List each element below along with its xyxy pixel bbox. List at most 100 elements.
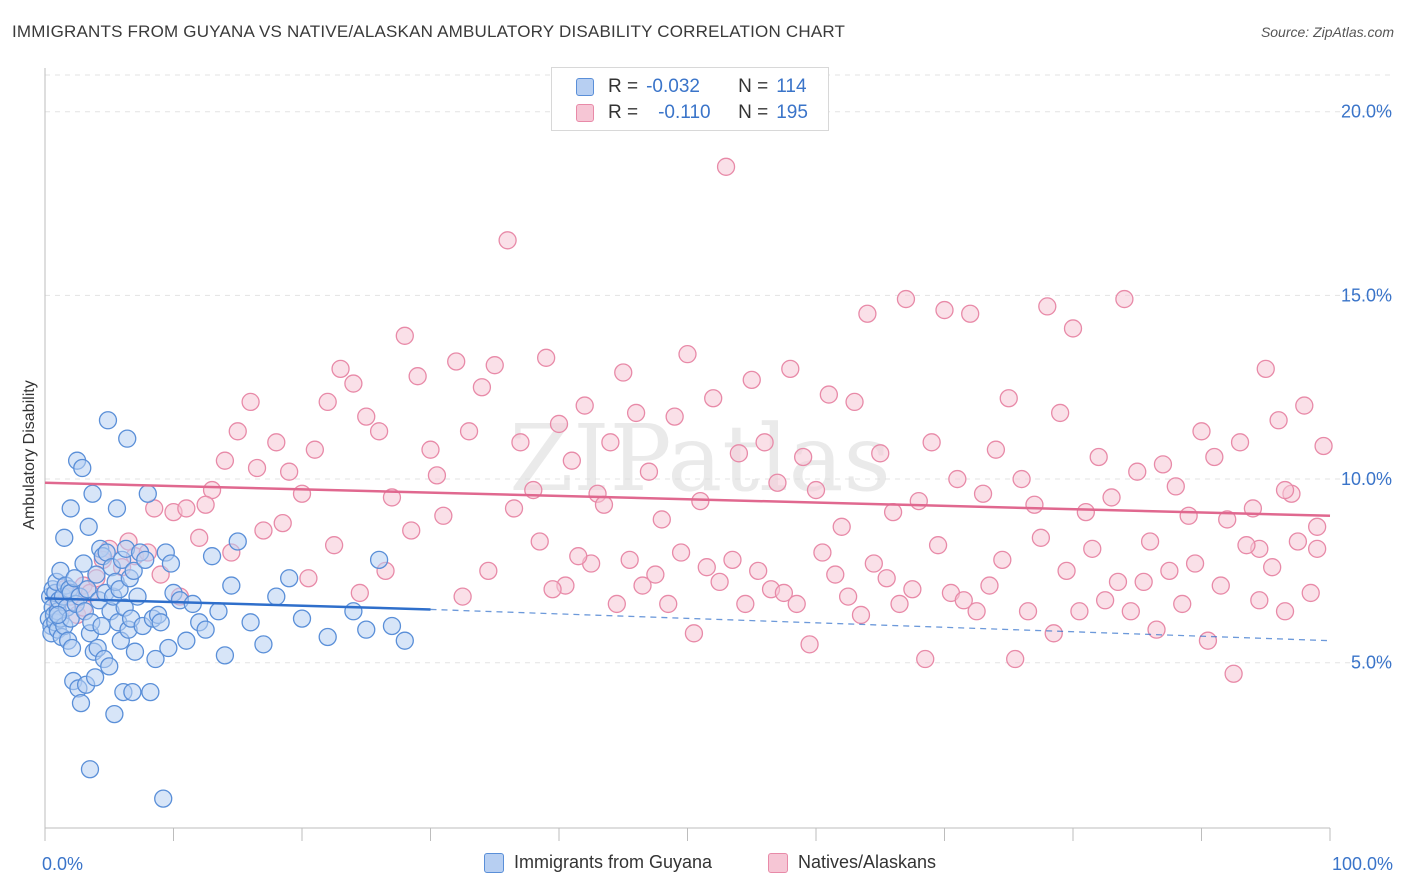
data-point	[1160, 561, 1179, 581]
data-point	[749, 561, 768, 581]
data-point	[1006, 649, 1025, 669]
data-point	[1076, 502, 1095, 522]
data-point	[1012, 469, 1031, 489]
data-point	[729, 444, 749, 463]
data-point	[1128, 462, 1147, 481]
data-point	[48, 605, 67, 625]
tick-labels: 5.0% 10.0% 15.0% 20.0% 0.0% 100.0%	[42, 102, 1393, 874]
data-point	[350, 583, 369, 603]
data-point	[146, 649, 165, 669]
data-point	[832, 517, 851, 536]
data-point	[196, 495, 215, 514]
data-point	[1153, 455, 1173, 474]
data-point	[716, 157, 736, 176]
data-point	[1147, 620, 1166, 639]
data-point	[254, 521, 273, 540]
data-point	[279, 462, 299, 481]
data-point	[318, 392, 337, 412]
data-point	[154, 789, 173, 808]
data-point	[575, 396, 594, 415]
legend-item-natives: Natives/Alaskans	[768, 852, 936, 873]
data-point	[1089, 447, 1108, 467]
legend-label: Immigrants from Guyana	[514, 852, 713, 872]
data-point	[684, 624, 704, 643]
data-point	[105, 704, 124, 724]
data-point	[177, 631, 196, 650]
data-point	[896, 289, 916, 309]
data-point	[890, 594, 909, 614]
data-point	[128, 587, 147, 606]
data-point	[826, 565, 845, 584]
data-point	[1211, 576, 1230, 595]
data-point	[87, 565, 106, 584]
data-point	[408, 367, 427, 386]
data-point	[768, 473, 787, 492]
data-point	[305, 440, 325, 459]
data-point	[344, 374, 363, 393]
data-point	[1166, 477, 1185, 496]
data-point	[903, 580, 922, 599]
data-point	[402, 521, 421, 540]
data-point	[151, 613, 170, 632]
data-point	[845, 392, 864, 412]
data-point	[159, 638, 178, 658]
data-point	[459, 422, 479, 441]
data-point	[543, 580, 562, 599]
data-point	[858, 304, 877, 323]
data-point	[62, 638, 82, 658]
data-point	[736, 594, 755, 614]
legend-item-guyana: Immigrants from Guyana	[484, 852, 712, 873]
data-point	[954, 591, 973, 610]
data-point	[665, 407, 684, 426]
data-point	[626, 403, 646, 423]
r-label: R =	[608, 76, 639, 97]
data-point	[241, 392, 260, 412]
data-point	[1102, 488, 1121, 507]
data-point	[787, 594, 806, 614]
data-point	[1198, 631, 1218, 650]
data-point	[427, 466, 447, 485]
data-point	[1070, 602, 1089, 621]
data-point	[633, 576, 652, 595]
axes	[44, 68, 1331, 841]
data-point	[671, 543, 691, 562]
data-point	[141, 682, 160, 702]
data-point	[1250, 591, 1269, 610]
data-point	[434, 506, 453, 525]
data-point	[177, 499, 196, 518]
data-point	[85, 668, 105, 687]
x-tick-label: 100.0%	[1332, 854, 1393, 874]
data-point	[1115, 289, 1134, 309]
data-point	[125, 642, 145, 661]
r-value: -0.110	[658, 102, 711, 123]
n-label: N =	[738, 76, 769, 97]
data-point	[594, 495, 614, 514]
blue-swatch	[576, 78, 594, 96]
r-value: -0.032	[646, 76, 700, 97]
data-point	[646, 565, 665, 584]
data-point	[723, 550, 742, 570]
data-point	[498, 231, 517, 250]
data-point	[279, 569, 299, 588]
data-point	[1205, 447, 1224, 467]
data-point	[369, 422, 389, 441]
data-point	[1121, 602, 1140, 621]
series-natives-alaskans	[48, 157, 1333, 683]
data-point	[1173, 594, 1192, 614]
data-point	[1314, 436, 1333, 456]
data-point	[742, 370, 761, 390]
data-point	[1038, 297, 1057, 316]
y-tick-label: 5.0%	[1351, 653, 1392, 673]
data-point	[138, 484, 157, 503]
r-label: R =	[608, 102, 639, 123]
data-point	[1185, 554, 1205, 573]
trend-line-pink	[44, 481, 1331, 518]
data-point	[569, 547, 588, 566]
chart-title: IMMIGRANTS FROM GUYANA VS NATIVE/ALASKAN…	[12, 22, 846, 41]
data-point	[877, 569, 896, 588]
data-point	[382, 488, 402, 507]
data-point	[196, 620, 215, 639]
data-point	[607, 594, 626, 614]
data-point	[136, 550, 155, 570]
data-point	[871, 444, 890, 463]
